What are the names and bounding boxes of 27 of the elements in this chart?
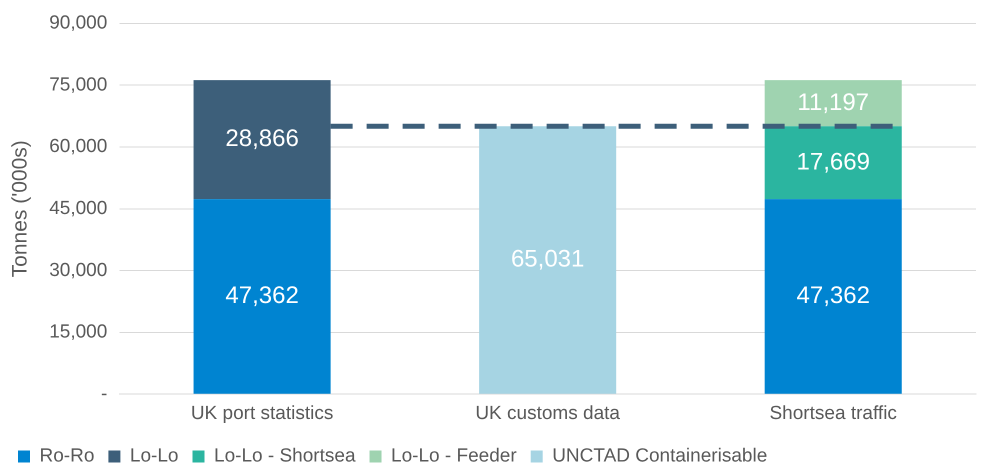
bar: [764, 126, 902, 200]
legend-label: Lo-Lo - Shortsea: [214, 446, 356, 467]
data-label: 28,866: [225, 125, 299, 152]
data-label: 17,669: [796, 148, 870, 176]
legend-label: UNCTAD Containerisable: [552, 446, 768, 467]
bar: [194, 199, 331, 394]
bar: [479, 126, 616, 394]
legend-label: Ro-Ro: [40, 446, 94, 467]
data-label: 47,362: [225, 282, 299, 310]
x-tick-label: Shortsea traffic: [770, 402, 897, 424]
y-tick-label: 45,000: [49, 198, 108, 220]
data-label: 65,031: [510, 246, 584, 273]
y-tick-label: 30,000: [49, 260, 108, 281]
x-tick-label: UK port statistics: [190, 402, 334, 424]
legend-label: Lo-Lo: [130, 446, 179, 467]
y-tick-label: 90,000: [49, 12, 108, 34]
y-axis-title: Tonnes ('000s): [8, 140, 32, 278]
legend-label: Lo-Lo - Feeder: [391, 446, 518, 467]
bar: [764, 80, 902, 126]
bar: [764, 199, 902, 394]
data-label: 47,362: [796, 282, 870, 310]
y-tick-label: 60,000: [49, 136, 108, 158]
data-label: 11,197: [797, 88, 870, 116]
y-tick-label: 15,000: [49, 322, 108, 343]
y-tick-label: 75,000: [49, 74, 108, 96]
y-tick-label: -: [100, 383, 108, 404]
x-tick-label: UK customs data: [475, 402, 620, 424]
